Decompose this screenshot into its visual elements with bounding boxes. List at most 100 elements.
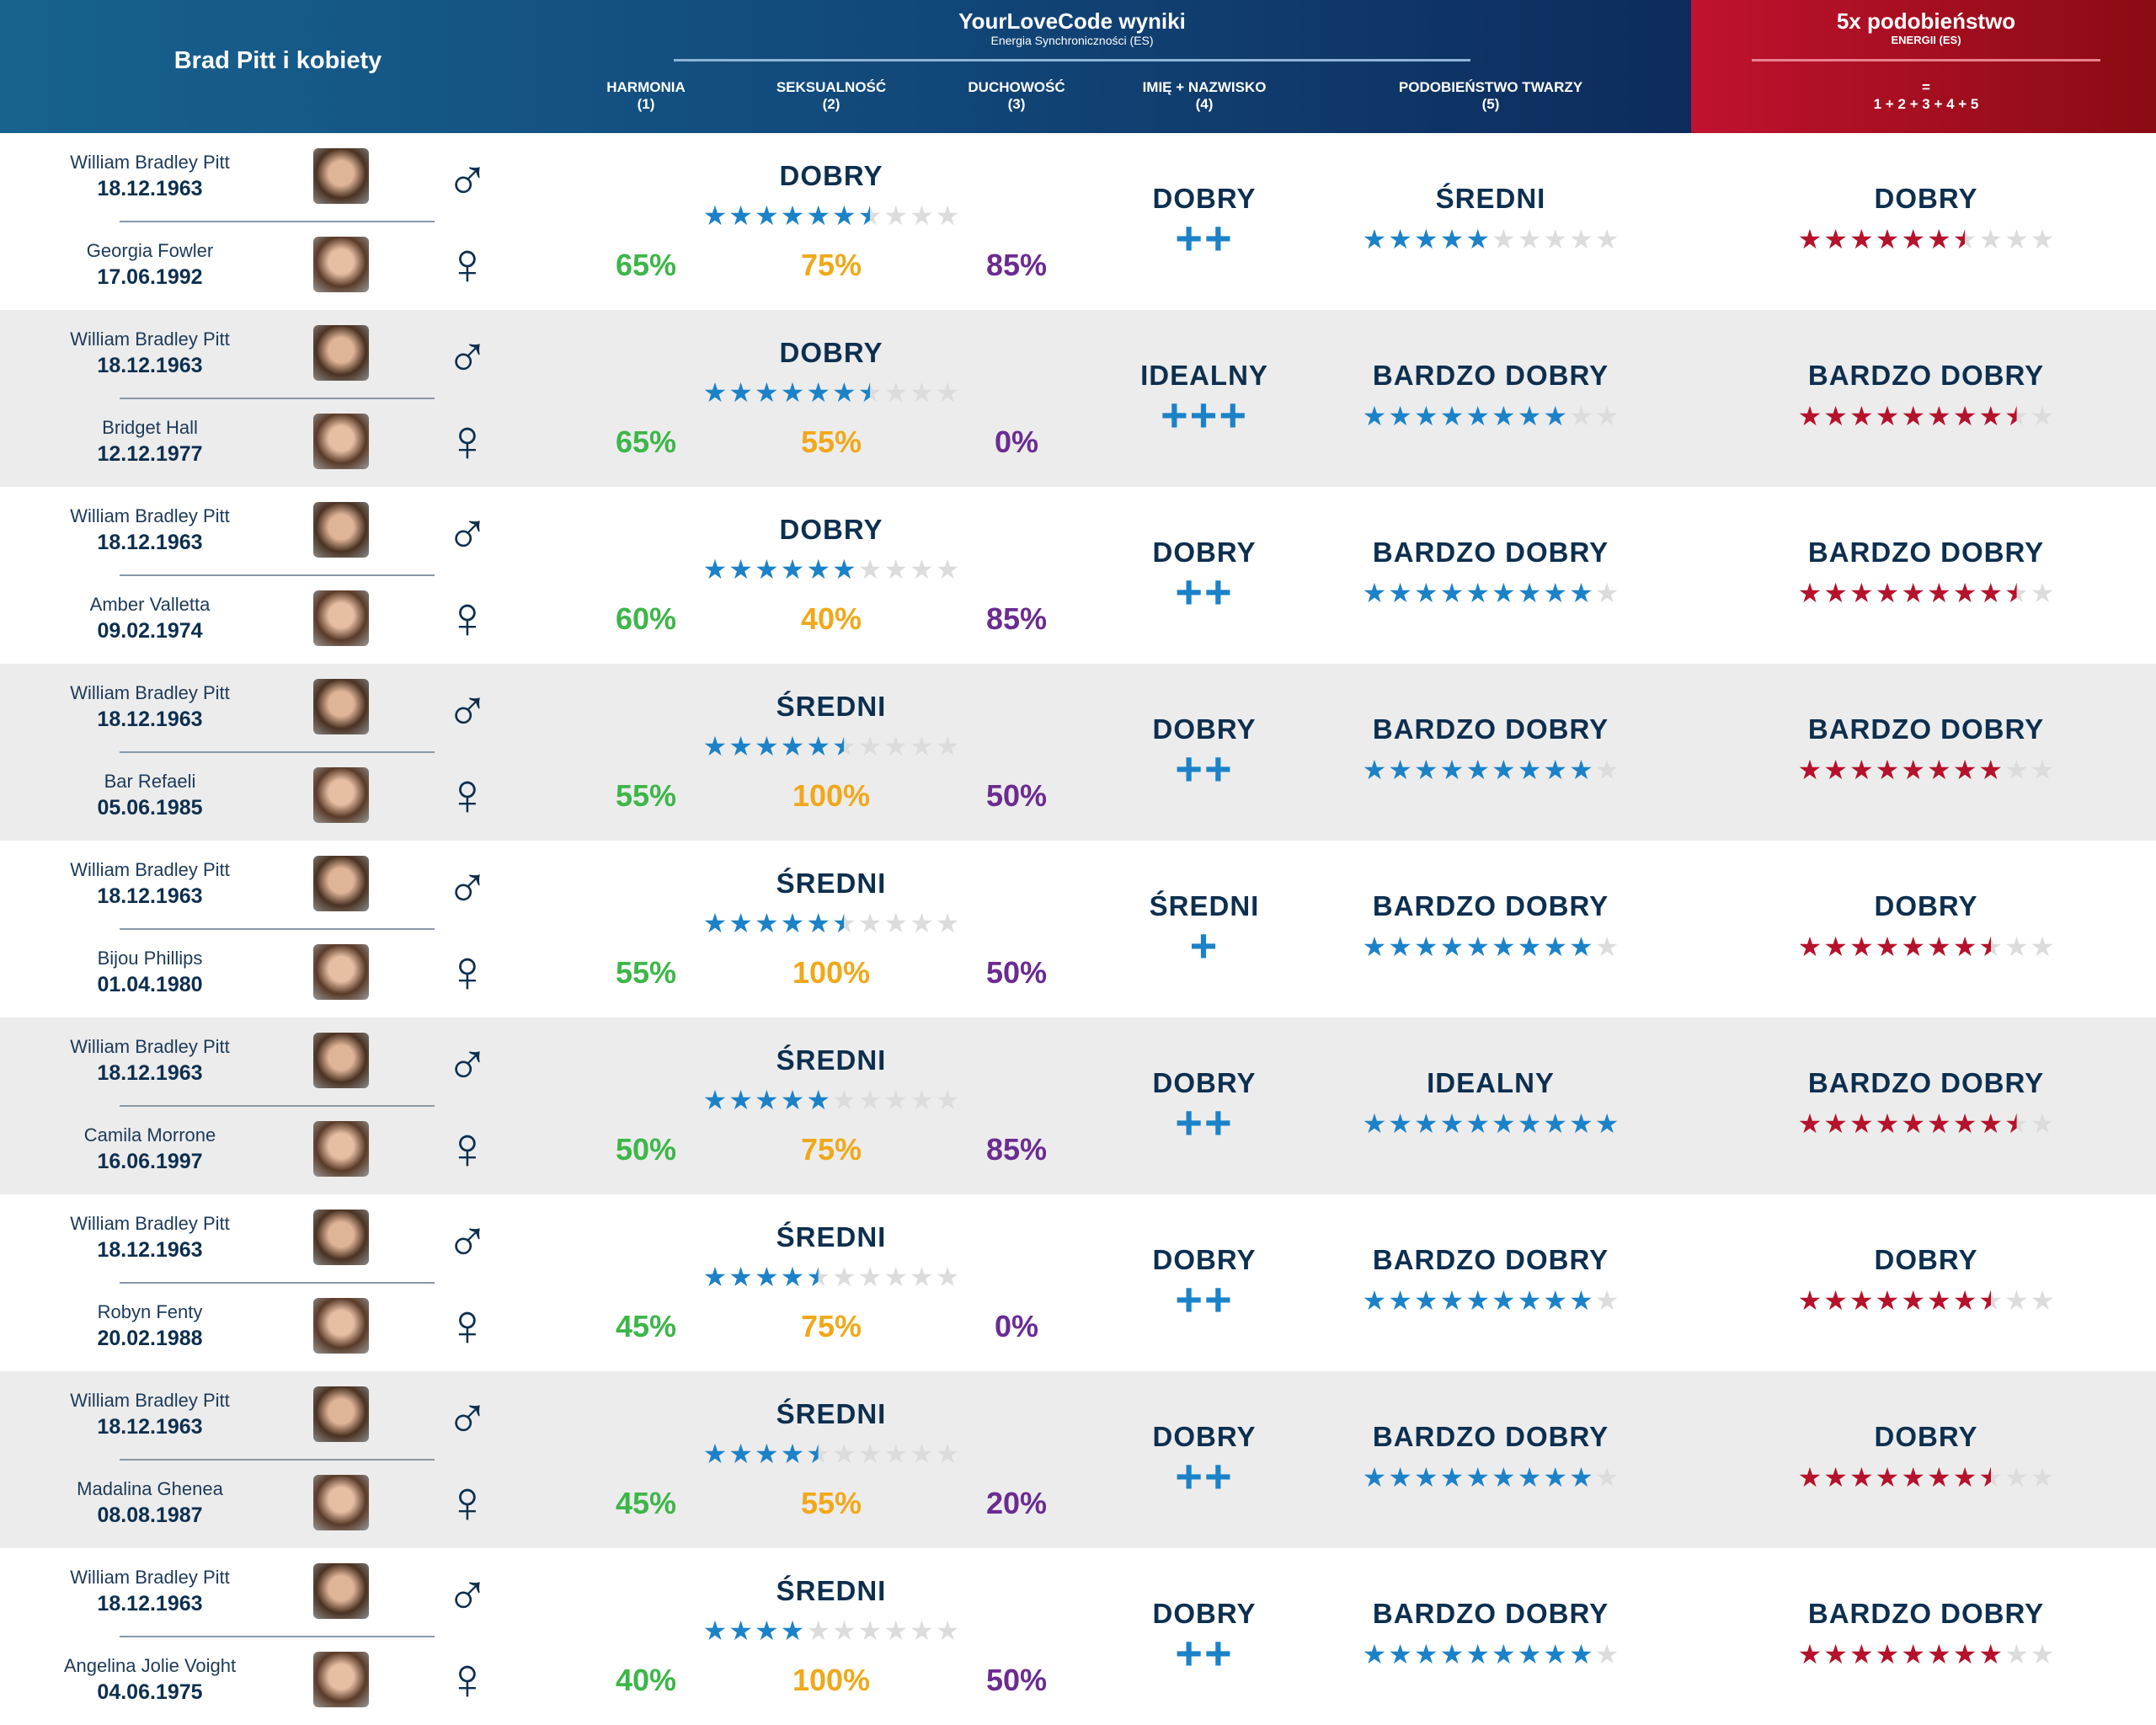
face-star-icon: ★ (1362, 1285, 1387, 1316)
face-star-icon: ★ (1492, 1108, 1516, 1139)
total-title: 5x podobieństwo (1836, 8, 2016, 34)
column-number: (4) (1195, 96, 1214, 112)
woman-photo (313, 414, 369, 469)
sync-rating-label: DOBRY (779, 337, 883, 368)
total-star-icon: ★ (1927, 1639, 1951, 1669)
total-star-icon: ★ (1875, 1108, 1900, 1139)
total-star-icon: ★ (1952, 578, 1977, 608)
face-stars: ★ ★ ★ ★ ★ ★ ★ ★ ★ ★ (1363, 1641, 1620, 1668)
name-rating-plus: ++ (1175, 565, 1234, 618)
seksualnosc-percent: 75% (800, 1132, 862, 1167)
pair-divider (120, 1282, 435, 1284)
total-star-icon: ★ (1849, 401, 1874, 431)
sync-star-icon: ★ (883, 1439, 909, 1469)
face-star-icon: ★ (1594, 1462, 1620, 1493)
sync-rating-label: ŚREDNI (776, 1221, 887, 1252)
total-star-icon: ★ (1797, 1108, 1822, 1139)
total-star-icon: ★ (1823, 1639, 1848, 1669)
formula-text: 1 + 2 + 3 + 4 + 5 (1873, 96, 1979, 112)
total-rating-label: DOBRY (1874, 1421, 1978, 1452)
seksualnosc-percent: 75% (800, 1309, 862, 1343)
male-symbol-icon: ♂ (445, 676, 490, 741)
column-number: (2) (822, 96, 841, 112)
total-star-icon: ★ (1849, 755, 1874, 785)
sync-star-icon: ★ (857, 1085, 883, 1115)
woman-photo (313, 1475, 369, 1530)
male-symbol-icon: ♂ (445, 852, 490, 918)
total-star-icon: ★ (1823, 224, 1848, 254)
sync-star-icon: ★ (883, 200, 909, 231)
sync-rating-label: ŚREDNI (776, 691, 887, 722)
duchowosc-percent: 0% (994, 425, 1039, 459)
face-star-icon: ★ (1517, 224, 1542, 254)
total-star-icon: ★ (1978, 932, 2004, 962)
total-star-icon: ★ (1875, 1639, 1900, 1669)
face-stars: ★ ★ ★ ★ ★ ★ ★ ★ ★ ★ (1363, 933, 1620, 960)
sync-star-icon: ★ (780, 1439, 805, 1469)
female-symbol-icon: ♀ (445, 761, 490, 827)
total-star-icon: ★ (1927, 932, 1951, 962)
male-symbol-icon: ♂ (445, 1560, 490, 1626)
sync-stars: ★ ★ ★ ★ ★ ★ ★ ★ ★ ★ (703, 556, 960, 583)
sync-star-icon: ★ (832, 554, 857, 585)
woman-name: Bijou Phillips (97, 948, 203, 969)
column-label: HARMONIA (606, 79, 686, 95)
sync-star-icon: ★ (806, 554, 830, 585)
harmonia-percent: 60% (615, 601, 677, 636)
column-number: (3) (1007, 96, 1026, 112)
man-name: William Bradley Pitt (70, 1567, 230, 1588)
total-stars: ★ ★ ★ ★ ★ ★ ★ ★ ★ ★ (1798, 1464, 2055, 1491)
face-star-icon: ★ (1413, 1108, 1438, 1139)
male-symbol-icon: ♂ (445, 1206, 490, 1272)
woman-info: Robyn Fenty 20.02.1988 (97, 1301, 202, 1351)
total-star-icon: ★ (1875, 578, 1900, 608)
sync-star-icon: ★ (910, 1439, 934, 1469)
face-star-icon: ★ (1465, 578, 1490, 608)
total-star-icon: ★ (1952, 1108, 1977, 1139)
pair-divider (120, 574, 435, 576)
sync-star-icon: ★ (857, 554, 883, 585)
face-star-icon: ★ (1569, 224, 1593, 254)
sync-star-icon: ★ (935, 1439, 960, 1469)
column-header-harmonia: HARMONIA (1) (606, 79, 686, 113)
man-photo (313, 1386, 369, 1442)
sync-star-icon: ★ (935, 554, 960, 585)
face-star-icon: ★ (1413, 401, 1438, 431)
man-info: William Bradley Pitt 18.12.1963 (70, 152, 229, 201)
total-star-icon: ★ (1978, 1639, 2004, 1669)
man-photo (313, 1563, 369, 1619)
sync-star-icon: ★ (780, 908, 805, 938)
face-star-icon: ★ (1492, 401, 1516, 431)
table-row: William Bradley Pitt 18.12.1963 ♂ Angelin… (0, 1548, 2156, 1725)
pair-divider (120, 928, 435, 930)
woman-info: Camila Morrone 16.06.1997 (84, 1124, 216, 1174)
face-rating-label: ŚREDNI (1435, 183, 1546, 214)
sync-star-icon: ★ (806, 908, 830, 938)
sync-stars: ★ ★ ★ ★ ★ ★ ★ ★ ★ ★ (703, 910, 960, 937)
harmonia-percent: 45% (615, 1309, 677, 1343)
sync-star-icon: ★ (780, 1262, 805, 1292)
face-star-icon: ★ (1439, 401, 1465, 431)
sync-stars: ★ ★ ★ ★ ★ ★ ★ ★ ★ ★ (703, 1617, 960, 1644)
sync-star-icon: ★ (883, 731, 909, 761)
face-star-icon: ★ (1492, 1639, 1516, 1669)
man-name: William Bradley Pitt (70, 859, 230, 880)
table-row: William Bradley Pitt 18.12.1963 ♂ Bridget… (0, 310, 2156, 487)
face-star-icon: ★ (1517, 401, 1542, 431)
duchowosc-percent: 85% (985, 601, 1048, 636)
table-row: William Bradley Pitt 18.12.1963 ♂ Madalin… (0, 1371, 2156, 1548)
total-star-icon: ★ (1875, 932, 1900, 962)
woman-info: Georgia Fowler 17.06.1992 (87, 240, 213, 290)
face-star-icon: ★ (1439, 755, 1465, 785)
sync-star-icon: ★ (754, 1262, 779, 1292)
total-star-icon: ★ (1901, 1285, 1925, 1316)
total-star-icon: ★ (2030, 1462, 2055, 1493)
female-symbol-icon: ♀ (445, 938, 490, 1004)
total-stars: ★ ★ ★ ★ ★ ★ ★ ★ ★ ★ (1798, 403, 2055, 430)
sync-star-icon: ★ (702, 554, 728, 585)
total-star-icon: ★ (1797, 578, 1822, 608)
face-star-icon: ★ (1439, 932, 1465, 962)
pair-divider (120, 1459, 435, 1461)
face-star-icon: ★ (1594, 578, 1620, 608)
seksualnosc-percent: 55% (800, 425, 862, 459)
